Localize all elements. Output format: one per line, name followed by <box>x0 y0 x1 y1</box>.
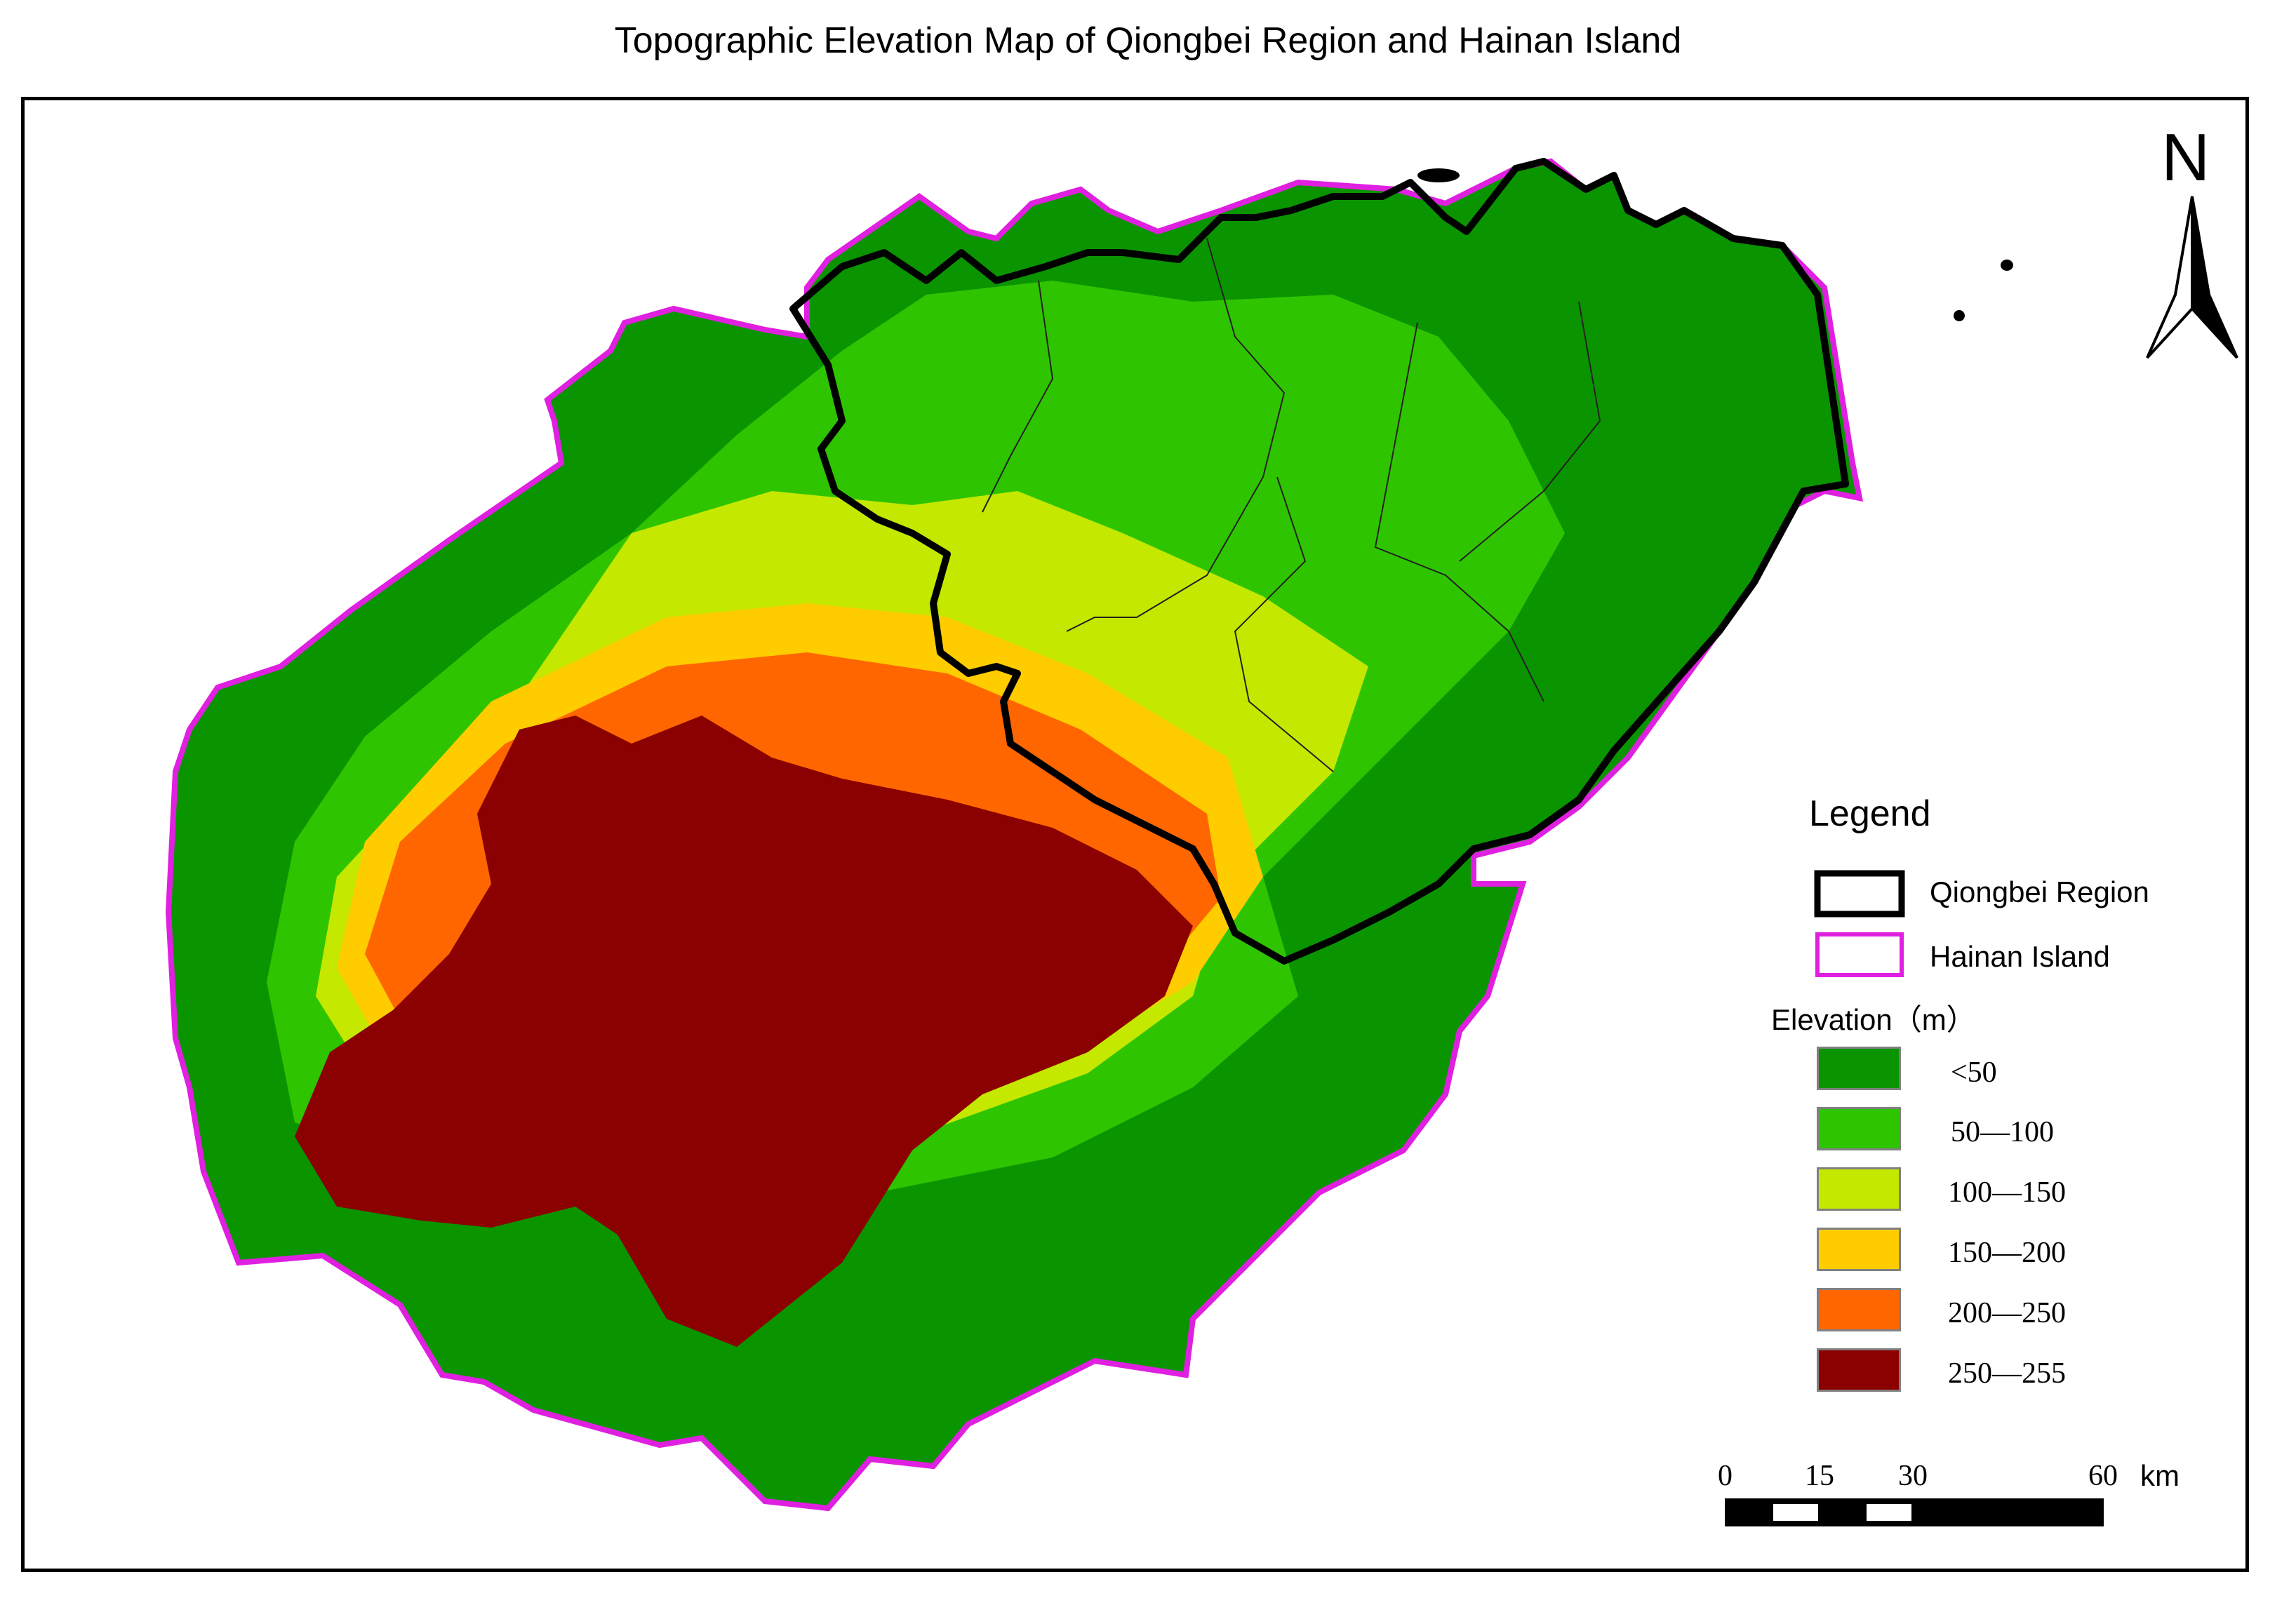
north-arrow-left <box>2146 196 2194 359</box>
elevation-swatch-6 <box>1817 1348 1901 1392</box>
scale-tick-60: 60 <box>2088 1460 2118 1492</box>
legend-swatch-qiongbei <box>1814 870 1905 918</box>
legend-label-hainan: Hainan Island <box>1930 940 2110 973</box>
elevation-label-4: 150—200 <box>1948 1237 2066 1269</box>
north-arrow-right <box>2191 196 2238 359</box>
elevation-swatch-4 <box>1817 1228 1901 1271</box>
legend-title: Legend <box>1809 793 1931 834</box>
map-title: Topographic Elevation Map of Qiongbei Re… <box>614 20 1682 61</box>
legend-swatch-hainan <box>1815 932 1904 977</box>
elevation-label-2: 50—100 <box>1951 1116 2054 1148</box>
elevation-label-1: <50 <box>1951 1056 1997 1089</box>
north-label: N <box>2161 120 2210 195</box>
scale-unit: km <box>2140 1459 2180 1492</box>
legend-elevation-title: Elevation（m） <box>1771 1003 1976 1036</box>
county-boundary <box>982 238 1601 772</box>
island <box>2001 260 2013 271</box>
elevation-swatch-5 <box>1817 1288 1901 1331</box>
map-frame <box>21 97 2249 1572</box>
elevation-swatch-2 <box>1817 1107 1901 1150</box>
scale-bar-segment <box>1773 1504 1818 1521</box>
island <box>1954 310 1965 321</box>
elevation-swatch-3 <box>1817 1167 1901 1211</box>
scale-tick-30: 30 <box>1898 1460 1928 1492</box>
elevation-label-6: 250—255 <box>1948 1357 2066 1390</box>
qiongbei-region-outline <box>789 158 1849 965</box>
legend-label-qiongbei: Qiongbei Region <box>1930 875 2149 908</box>
scale-bar-segment <box>1867 1504 1911 1521</box>
elevation-label-5: 200—250 <box>1948 1297 2066 1329</box>
island <box>1417 168 1460 182</box>
scale-tick-0: 0 <box>1718 1460 1733 1492</box>
elevation-label-3: 100—150 <box>1948 1176 2066 1209</box>
elevation-band-250-255 <box>295 716 1193 1347</box>
scale-tick-15: 15 <box>1805 1460 1834 1492</box>
elevation-swatch-1 <box>1817 1047 1901 1090</box>
